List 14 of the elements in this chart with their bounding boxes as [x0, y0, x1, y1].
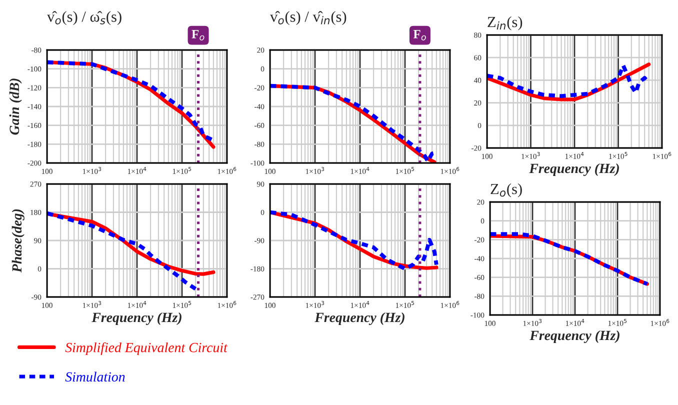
legend-label: Simplified Equivalent Circuit [65, 342, 228, 356]
chart-title: v̂$_{o}$(s) / v̂$_{in}$(s) [270, 11, 346, 25]
ref-line-label: F$_{o}$ [413, 30, 426, 40]
chart-title: Z$_{in}$(s) [488, 16, 522, 30]
x-axis-title: Frequency (Hz) [92, 312, 182, 325]
y-axis-title: Gain (dB) [9, 78, 22, 135]
x-axis-title: Frequency (Hz) [530, 330, 620, 343]
x-axis-title: Frequency (Hz) [529, 163, 619, 176]
y-axis-title: Phase(deg) [12, 209, 24, 273]
legend-label: Simulation [65, 372, 125, 382]
chart-title: Z$_{o}$(s) [490, 183, 522, 198]
ref-line-label: F$_{o}$ [192, 30, 204, 40]
chart-title: v̂$_{o}$(s) / ω̂$_{s}$(s) [47, 11, 122, 25]
x-axis-title: Frequency (Hz) [314, 312, 404, 325]
